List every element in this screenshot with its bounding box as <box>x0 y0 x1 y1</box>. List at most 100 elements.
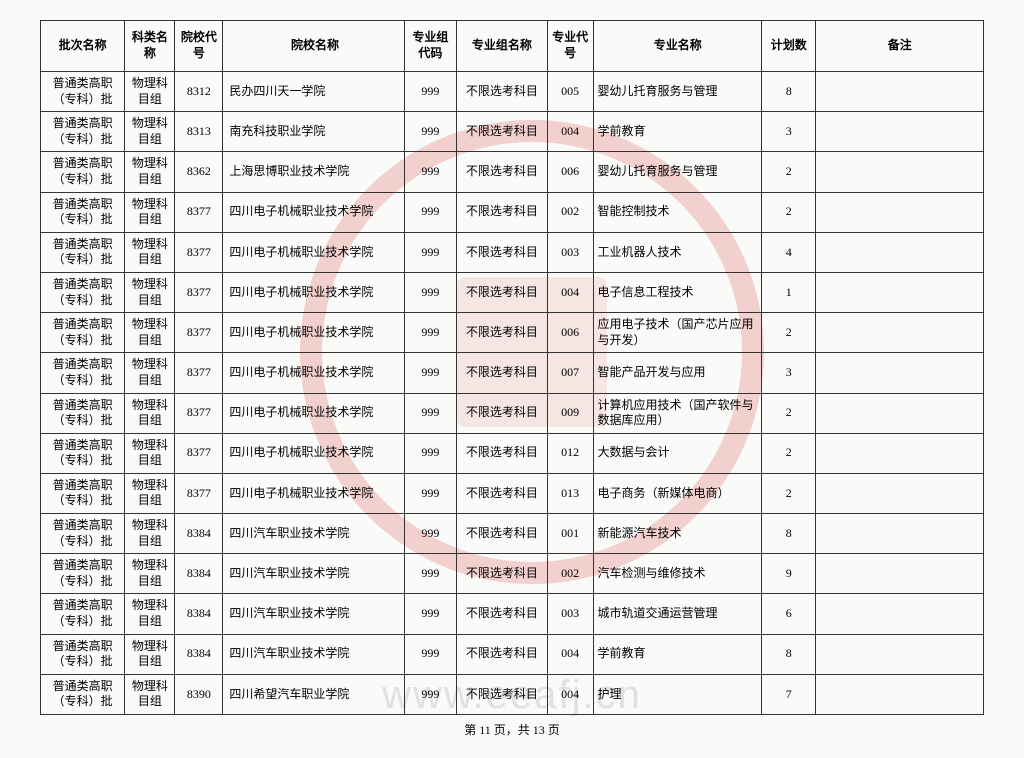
cell-schoolname: 四川希望汽车职业学院 <box>223 674 404 714</box>
cell-remark <box>816 594 984 634</box>
cell-groupname: 不限选考科目 <box>457 514 548 554</box>
cell-batch: 普通类高职（专科）批 <box>41 473 125 513</box>
cell-batch: 普通类高职（专科）批 <box>41 353 125 393</box>
cell-majorcode: 001 <box>547 514 593 554</box>
cell-groupcode: 999 <box>404 554 456 594</box>
cell-batch: 普通类高职（专科）批 <box>41 594 125 634</box>
cell-majorname: 智能控制技术 <box>593 192 762 232</box>
cell-majorname: 婴幼儿托育服务与管理 <box>593 72 762 112</box>
cell-schoolname: 四川电子机械职业技术学院 <box>223 313 404 353</box>
cell-majorname: 电子商务（新媒体电商） <box>593 473 762 513</box>
cell-batch: 普通类高职（专科）批 <box>41 112 125 152</box>
header-schoolcode: 院校代号 <box>175 21 223 72</box>
cell-batch: 普通类高职（专科）批 <box>41 433 125 473</box>
cell-plan: 8 <box>762 72 816 112</box>
cell-majorcode: 013 <box>547 473 593 513</box>
cell-schoolname: 四川汽车职业技术学院 <box>223 634 404 674</box>
cell-schoolcode: 8313 <box>175 112 223 152</box>
cell-groupcode: 999 <box>404 393 456 433</box>
cell-majorname: 电子信息工程技术 <box>593 272 762 312</box>
cell-remark <box>816 353 984 393</box>
cell-schoolcode: 8384 <box>175 594 223 634</box>
cell-remark <box>816 192 984 232</box>
cell-schoolcode: 8312 <box>175 72 223 112</box>
cell-plan: 1 <box>762 272 816 312</box>
cell-majorname: 计算机应用技术（国产软件与数据库应用） <box>593 393 762 433</box>
cell-groupname: 不限选考科目 <box>457 393 548 433</box>
header-remark: 备注 <box>816 21 984 72</box>
cell-subject: 物理科目组 <box>125 313 175 353</box>
cell-subject: 物理科目组 <box>125 433 175 473</box>
cell-schoolname: 四川电子机械职业技术学院 <box>223 473 404 513</box>
cell-remark <box>816 393 984 433</box>
cell-plan: 2 <box>762 433 816 473</box>
cell-remark <box>816 272 984 312</box>
cell-schoolcode: 8384 <box>175 514 223 554</box>
cell-subject: 物理科目组 <box>125 634 175 674</box>
cell-schoolname: 四川汽车职业技术学院 <box>223 594 404 634</box>
cell-plan: 6 <box>762 594 816 634</box>
header-subject: 科类名称 <box>125 21 175 72</box>
cell-schoolname: 四川汽车职业技术学院 <box>223 554 404 594</box>
cell-majorcode: 004 <box>547 674 593 714</box>
cell-subject: 物理科目组 <box>125 594 175 634</box>
cell-subject: 物理科目组 <box>125 514 175 554</box>
cell-batch: 普通类高职（专科）批 <box>41 152 125 192</box>
cell-schoolcode: 8390 <box>175 674 223 714</box>
header-row: 批次名称 科类名称 院校代号 院校名称 专业组代码 专业组名称 专业代号 专业名… <box>41 21 984 72</box>
cell-groupname: 不限选考科目 <box>457 112 548 152</box>
cell-groupname: 不限选考科目 <box>457 192 548 232</box>
cell-groupcode: 999 <box>404 232 456 272</box>
cell-batch: 普通类高职（专科）批 <box>41 674 125 714</box>
cell-subject: 物理科目组 <box>125 473 175 513</box>
cell-groupname: 不限选考科目 <box>457 353 548 393</box>
cell-groupcode: 999 <box>404 473 456 513</box>
cell-schoolcode: 8377 <box>175 313 223 353</box>
table-row: 普通类高职（专科）批物理科目组8384四川汽车职业技术学院999不限选考科目00… <box>41 514 984 554</box>
cell-schoolname: 四川电子机械职业技术学院 <box>223 232 404 272</box>
cell-plan: 8 <box>762 514 816 554</box>
cell-schoolcode: 8377 <box>175 272 223 312</box>
cell-plan: 2 <box>762 313 816 353</box>
cell-groupname: 不限选考科目 <box>457 594 548 634</box>
cell-schoolname: 四川电子机械职业技术学院 <box>223 393 404 433</box>
cell-batch: 普通类高职（专科）批 <box>41 634 125 674</box>
cell-groupname: 不限选考科目 <box>457 634 548 674</box>
cell-schoolcode: 8377 <box>175 473 223 513</box>
cell-groupcode: 999 <box>404 674 456 714</box>
cell-majorname: 应用电子技术（国产芯片应用与开发） <box>593 313 762 353</box>
cell-majorcode: 003 <box>547 594 593 634</box>
cell-subject: 物理科目组 <box>125 152 175 192</box>
cell-batch: 普通类高职（专科）批 <box>41 554 125 594</box>
cell-remark <box>816 674 984 714</box>
cell-batch: 普通类高职（专科）批 <box>41 514 125 554</box>
cell-remark <box>816 152 984 192</box>
cell-schoolname: 四川电子机械职业技术学院 <box>223 353 404 393</box>
table-row: 普通类高职（专科）批物理科目组8362上海思博职业技术学院999不限选考科目00… <box>41 152 984 192</box>
cell-majorcode: 004 <box>547 272 593 312</box>
cell-batch: 普通类高职（专科）批 <box>41 313 125 353</box>
cell-remark <box>816 112 984 152</box>
cell-majorname: 学前教育 <box>593 634 762 674</box>
table-row: 普通类高职（专科）批物理科目组8377四川电子机械职业技术学院999不限选考科目… <box>41 313 984 353</box>
cell-schoolcode: 8377 <box>175 393 223 433</box>
cell-groupcode: 999 <box>404 272 456 312</box>
cell-majorname: 学前教育 <box>593 112 762 152</box>
cell-majorcode: 012 <box>547 433 593 473</box>
cell-majorcode: 007 <box>547 353 593 393</box>
cell-schoolname: 民办四川天一学院 <box>223 72 404 112</box>
cell-plan: 2 <box>762 192 816 232</box>
table-row: 普通类高职（专科）批物理科目组8377四川电子机械职业技术学院999不限选考科目… <box>41 272 984 312</box>
cell-schoolname: 四川电子机械职业技术学院 <box>223 433 404 473</box>
cell-groupcode: 999 <box>404 594 456 634</box>
cell-remark <box>816 514 984 554</box>
table-row: 普通类高职（专科）批物理科目组8384四川汽车职业技术学院999不限选考科目00… <box>41 594 984 634</box>
cell-majorname: 汽车检测与维修技术 <box>593 554 762 594</box>
cell-groupcode: 999 <box>404 514 456 554</box>
cell-schoolname: 四川电子机械职业技术学院 <box>223 192 404 232</box>
cell-schoolcode: 8377 <box>175 232 223 272</box>
cell-groupcode: 999 <box>404 634 456 674</box>
cell-majorname: 工业机器人技术 <box>593 232 762 272</box>
table-row: 普通类高职（专科）批物理科目组8377四川电子机械职业技术学院999不限选考科目… <box>41 353 984 393</box>
cell-subject: 物理科目组 <box>125 72 175 112</box>
